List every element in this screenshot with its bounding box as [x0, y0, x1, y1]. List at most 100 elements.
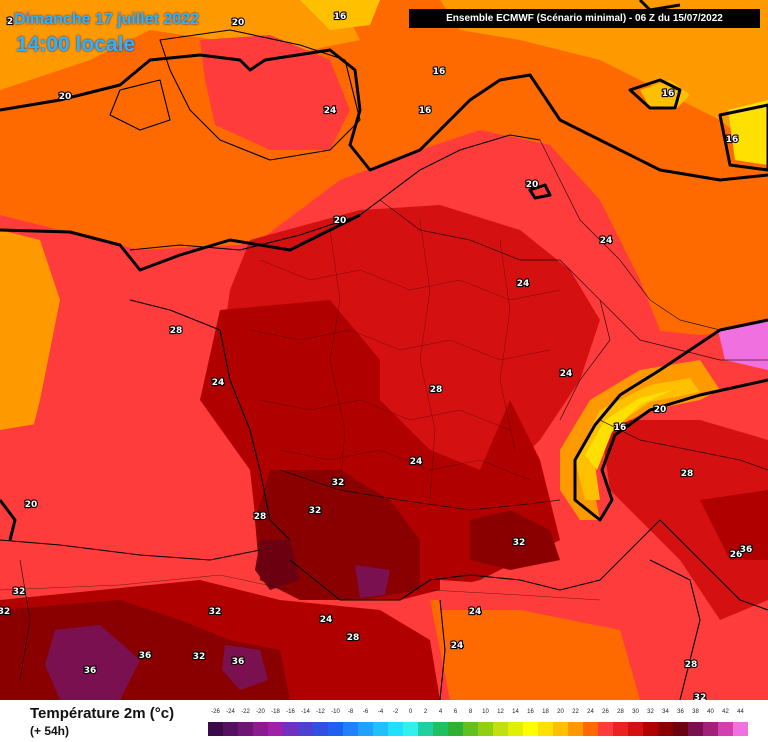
legend-footer: Température 2m (°c) (+ 54h) -26 -24 -22 -20…: [0, 700, 768, 742]
temp-label: 32: [513, 538, 526, 548]
isotherm-band-alps-light: [585, 390, 672, 470]
color-scale-swatch: [238, 722, 253, 736]
isotherm-band-yellow-1: [300, 0, 380, 30]
color-scale-swatch: [328, 722, 343, 736]
temp-label: 20: [25, 500, 38, 510]
color-scale-swatch: [613, 722, 628, 736]
color-scale-swatch: [478, 722, 493, 736]
temp-label: 32: [332, 478, 345, 488]
color-scale-swatch: [703, 722, 718, 736]
isotherm-band-sea-red: [440, 570, 700, 700]
temp-label: 32: [0, 607, 10, 617]
temp-label: 36: [740, 545, 753, 555]
color-scale-swatch: [208, 722, 223, 736]
color-scale-tick-label: -20: [256, 709, 265, 715]
color-scale-tick-label: 42: [722, 709, 729, 715]
temp-label: 24: [410, 457, 423, 467]
temp-label: 24: [212, 378, 225, 388]
temp-label: 2: [7, 17, 13, 27]
isotherm-lines: [0, 0, 768, 541]
temperature-labels: 20 16 20 24 16 16 16 16 20 20 24 24 28 2…: [0, 11, 753, 700]
temp-label: 28: [170, 326, 183, 336]
color-scale-swatch: [388, 722, 403, 736]
isotherm-thin-lines: [0, 574, 601, 601]
color-scale-tick-label: 36: [677, 709, 684, 715]
temp-label: 16: [662, 89, 675, 99]
temp-label: 32: [193, 652, 206, 662]
isotherm-band-italy-dark: [700, 490, 768, 560]
color-scale-tick-label: 2: [423, 709, 428, 715]
color-scale-tick-label: -24: [226, 709, 235, 715]
isotherm-band-italy: [600, 420, 768, 620]
isotherm-band-sea: [430, 600, 640, 700]
color-scale-swatch: [718, 722, 733, 736]
color-scale-tick-label: 40: [707, 709, 714, 715]
color-scale-swatch: [688, 722, 703, 736]
temp-label: 24: [469, 607, 482, 617]
color-scale-swatch: [433, 722, 448, 736]
temp-label: 20: [526, 180, 539, 190]
temp-label: 32: [13, 587, 26, 597]
region-borders: [249, 219, 561, 501]
temp-label: 24: [451, 641, 464, 651]
color-scale-tick-label: 44: [737, 709, 744, 715]
color-scale-swatch: [298, 722, 313, 736]
temp-label: 32: [209, 607, 222, 617]
color-scale-tick-label: 12: [497, 709, 504, 715]
color-scale-swatch: [358, 722, 373, 736]
isotherm-band-red-west: [0, 400, 260, 560]
color-scale-tick-label: -22: [241, 709, 250, 715]
temp-label: 24: [320, 615, 333, 625]
temp-label: 20: [232, 18, 245, 28]
temp-label: 24: [560, 369, 573, 379]
temp-label: 16: [419, 106, 432, 116]
color-scale-tick-label: -16: [286, 709, 295, 715]
color-scale-swatch: [553, 722, 568, 736]
temp-label: 28: [347, 633, 360, 643]
color-scale-tick-label: 34: [662, 709, 669, 715]
color-scale-tick-label: 8: [468, 709, 473, 715]
temp-label: 16: [334, 12, 347, 22]
color-scale-tick-label: -10: [331, 709, 340, 715]
color-scale-tick-label: 10: [482, 709, 489, 715]
color-scale-swatch: [658, 722, 673, 736]
color-scale-swatch: [403, 722, 418, 736]
color-scale-tick-label: 30: [632, 709, 639, 715]
isotherm-band-red-uk: [200, 35, 350, 150]
color-scale-swatch: [598, 722, 613, 736]
color-scale-tick-label: 32: [647, 709, 654, 715]
temperature-map: 20 16 20 24 16 16 16 16 20 20 24 24 28 2…: [0, 0, 768, 700]
color-scale-tick-label: -4: [377, 709, 384, 715]
national-borders: [19, 139, 768, 681]
color-scale-swatch: [223, 722, 238, 736]
forecast-time: 14:00 locale: [16, 33, 136, 56]
temp-label: 24: [517, 279, 530, 289]
isotherm-band-light-orange: [0, 0, 360, 90]
color-scale-tick-label: 38: [692, 709, 699, 715]
color-scale-swatch: [643, 722, 658, 736]
temp-label: 32: [309, 506, 322, 516]
color-scale-tick-label: -12: [316, 709, 325, 715]
temp-label: 20: [334, 216, 347, 226]
temp-label: 36: [84, 666, 97, 676]
color-scale-tick-label: 0: [408, 709, 413, 715]
color-scale-swatch: [538, 722, 553, 736]
temp-label: 16: [433, 67, 446, 77]
color-scale-tick-label: 16: [527, 709, 534, 715]
color-scale-swatch: [343, 722, 358, 736]
color-scale-tick-label: -8: [347, 709, 354, 715]
color-scale-swatch: [418, 722, 433, 736]
color-scale-bar: [208, 722, 748, 736]
color-scale-swatch: [583, 722, 598, 736]
color-scale-tick-label: -6: [362, 709, 369, 715]
color-scale-swatch: [253, 722, 268, 736]
color-scale-tick-label: 24: [587, 709, 594, 715]
temp-label: 28: [254, 512, 267, 522]
temp-label: 28: [430, 385, 443, 395]
color-scale-swatch: [733, 722, 748, 736]
color-scale-tick-label: 26: [602, 709, 609, 715]
color-scale-swatch: [268, 722, 283, 736]
temp-label: 28: [681, 469, 694, 479]
color-scale-swatch: [373, 722, 388, 736]
color-scale-swatch: [673, 722, 688, 736]
